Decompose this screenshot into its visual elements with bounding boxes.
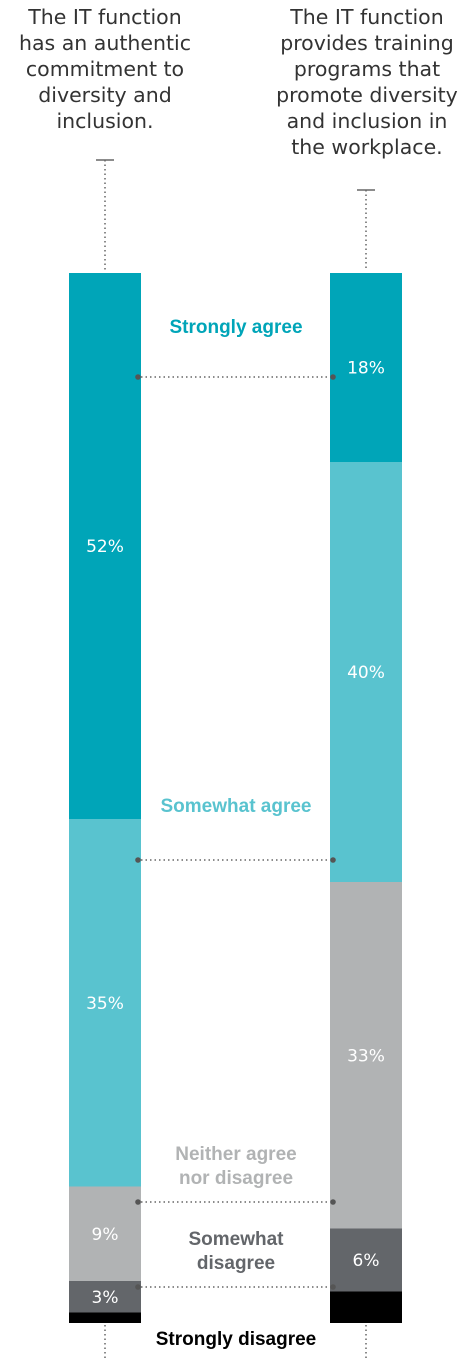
bar-segment	[69, 1312, 141, 1323]
bar-segment	[69, 273, 141, 819]
data-label: 9%	[92, 1225, 119, 1245]
data-label: 18%	[347, 359, 385, 379]
legend-label: Somewhat disagree	[188, 1229, 284, 1274]
data-label: 3%	[92, 1288, 119, 1308]
legend-label: Somewhat agree	[161, 796, 312, 817]
connector-dot	[330, 857, 336, 863]
bar-segment	[330, 1291, 402, 1323]
connector-dot	[135, 1284, 141, 1290]
legend-label: Strongly disagree	[156, 1329, 317, 1350]
connector-dot	[330, 1199, 336, 1205]
data-label: 40%	[347, 663, 385, 683]
bar-segment	[330, 462, 402, 882]
bar-segment	[330, 882, 402, 1229]
bar-segment	[69, 819, 141, 1187]
data-label: 6%	[353, 1251, 380, 1271]
bar-segment	[330, 1228, 402, 1292]
question-label-1: The IT function has an authentic commitm…	[18, 5, 192, 133]
question-label-2: The IT function provides training progra…	[276, 5, 458, 159]
data-label: 52%	[86, 537, 124, 557]
connector-dot	[135, 1199, 141, 1205]
connector-dot	[135, 374, 141, 380]
connector-dot	[330, 1284, 336, 1290]
bar-segment	[69, 1186, 141, 1281]
connector-dot	[330, 374, 336, 380]
legend-label: Neither agree nor disagree	[175, 1144, 296, 1189]
data-label: 35%	[86, 994, 124, 1014]
bar-segment	[330, 273, 402, 462]
data-label: 33%	[347, 1046, 385, 1066]
legend-label: Strongly agree	[169, 317, 302, 338]
bar-segment	[69, 1281, 141, 1313]
connector-dot	[135, 857, 141, 863]
